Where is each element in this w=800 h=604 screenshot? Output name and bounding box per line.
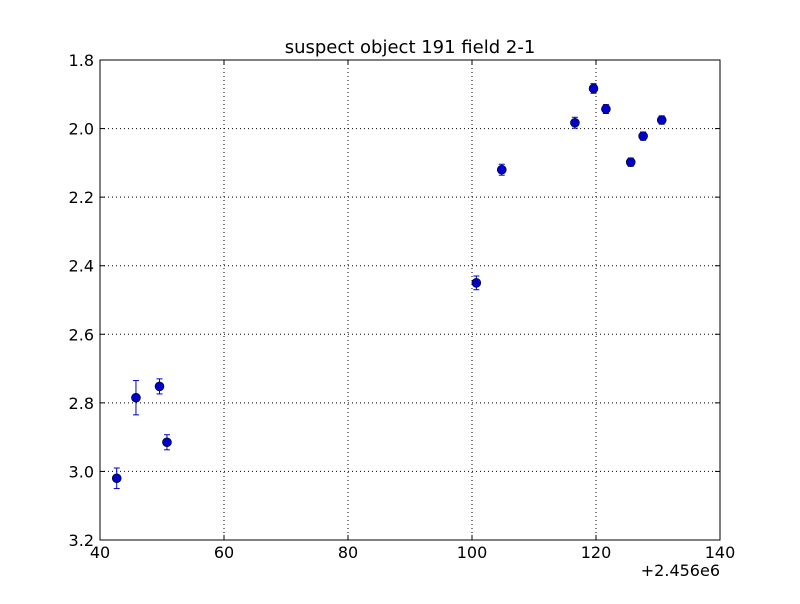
point-marker <box>625 157 636 167</box>
x-tick-label: 120 <box>581 543 612 562</box>
data-point <box>162 434 172 451</box>
data-point <box>625 157 636 167</box>
data-point <box>111 467 122 490</box>
x-tick-label: 40 <box>90 543 110 562</box>
data-point <box>154 378 165 395</box>
chart-title: suspect object 191 field 2-1 <box>285 37 536 58</box>
point-marker <box>162 437 172 448</box>
data-point <box>471 275 482 291</box>
y-tick-label: 2.2 <box>69 188 94 207</box>
data-points <box>111 83 667 490</box>
data-point <box>588 83 599 94</box>
x-tick-label: 80 <box>338 543 358 562</box>
point-marker <box>656 115 667 125</box>
data-point <box>131 380 141 416</box>
y-tick-label: 2.4 <box>69 257 94 276</box>
data-point <box>638 131 648 141</box>
point-marker <box>638 131 648 141</box>
plot-area-frame <box>99 59 721 541</box>
point-marker <box>588 83 599 94</box>
y-axis-tick-labels: 1.8 2.0 2.2 2.4 2.6 2.8 3.0 3.2 <box>69 51 94 550</box>
point-marker <box>154 381 165 392</box>
point-marker <box>601 104 611 114</box>
x-tick-label: 100 <box>457 543 488 562</box>
x-tick-label: 140 <box>705 543 736 562</box>
grid-lines <box>99 59 721 541</box>
data-point <box>656 115 667 125</box>
x-axis-offset-label: +2.456e6 <box>641 561 720 580</box>
data-point <box>601 104 611 114</box>
data-point <box>570 116 580 129</box>
y-tick-label: 2.0 <box>69 120 94 139</box>
y-tick-label: 2.8 <box>69 394 94 413</box>
point-marker <box>131 392 141 403</box>
point-marker <box>111 473 122 484</box>
x-tick-label: 60 <box>214 543 234 562</box>
point-marker <box>570 117 580 128</box>
point-marker <box>496 164 507 175</box>
y-tick-label: 3.2 <box>69 531 94 550</box>
x-axis-tick-labels: 40 60 80 100 120 140 <box>90 543 735 562</box>
y-tick-label: 2.6 <box>69 325 94 344</box>
y-tick-label: 3.0 <box>69 462 94 481</box>
data-point <box>496 163 507 176</box>
point-marker <box>471 278 482 288</box>
y-tick-label: 1.8 <box>69 51 94 70</box>
axis-ticks <box>99 59 721 541</box>
